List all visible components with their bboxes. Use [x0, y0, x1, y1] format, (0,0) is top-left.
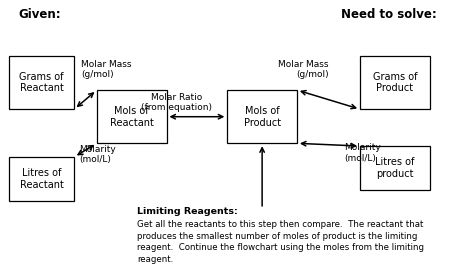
FancyBboxPatch shape	[97, 90, 166, 143]
Text: Molar Mass
(g/mol): Molar Mass (g/mol)	[278, 60, 328, 79]
FancyBboxPatch shape	[9, 56, 74, 109]
Text: Given:: Given:	[18, 8, 61, 21]
Text: Litres of
product: Litres of product	[375, 157, 414, 179]
Text: Need to solve:: Need to solve:	[341, 8, 436, 21]
Text: Mols of
Reactant: Mols of Reactant	[110, 106, 153, 127]
Text: Grams of
Reactant: Grams of Reactant	[19, 72, 64, 93]
Text: Limiting Reagents:: Limiting Reagents:	[137, 207, 238, 216]
FancyBboxPatch shape	[360, 56, 430, 109]
FancyBboxPatch shape	[227, 90, 297, 143]
Text: Molar Mass
(g/mol): Molar Mass (g/mol)	[81, 60, 131, 79]
Text: Mols of
Product: Mols of Product	[243, 106, 281, 127]
Text: Litres of
Reactant: Litres of Reactant	[20, 168, 63, 190]
Text: Grams of
Product: Grams of Product	[373, 72, 417, 93]
FancyBboxPatch shape	[360, 146, 430, 190]
Text: Molarity
(mol/L): Molarity (mol/L)	[344, 143, 381, 163]
Text: Get all the reactants to this step then compare.  The reactant that
produces the: Get all the reactants to this step then …	[137, 220, 424, 264]
FancyBboxPatch shape	[9, 157, 74, 201]
Text: Molarity
(mol/L): Molarity (mol/L)	[79, 144, 116, 164]
Text: Molar Ratio
(from equation): Molar Ratio (from equation)	[141, 93, 212, 112]
